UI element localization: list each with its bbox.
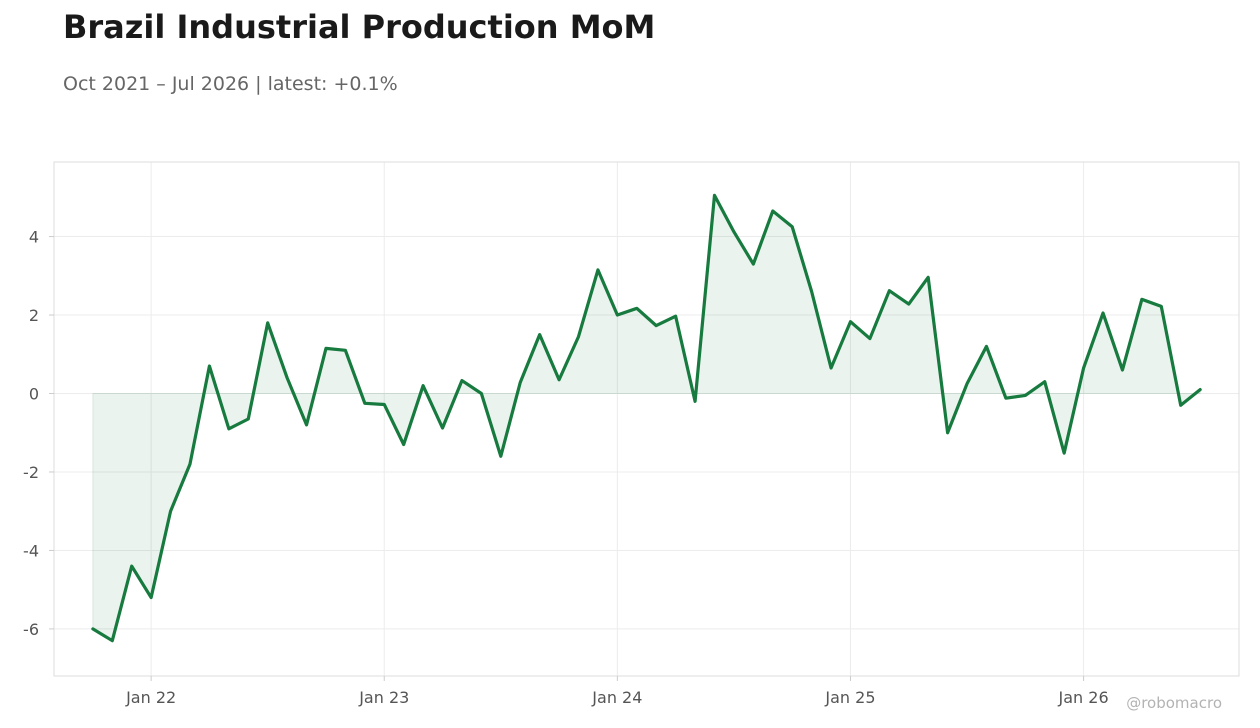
data-point <box>636 307 638 309</box>
y-tick-label: -6 <box>23 620 39 639</box>
data-point <box>966 382 968 384</box>
data-point <box>946 432 948 434</box>
y-tick-label: 4 <box>29 228 39 247</box>
x-tick-label: Jan 23 <box>358 688 409 707</box>
x-tick-label: Jan 24 <box>591 688 642 707</box>
data-point <box>791 226 793 228</box>
watermark: @robomacro <box>1126 694 1222 712</box>
y-tick-label: 2 <box>29 306 39 325</box>
data-point <box>1102 312 1104 314</box>
data-point <box>752 263 754 265</box>
data-point <box>344 349 346 351</box>
data-point <box>655 324 657 326</box>
data-point <box>325 347 327 349</box>
data-point <box>908 303 910 305</box>
series-area-fill <box>92 193 1201 642</box>
data-point <box>694 400 696 402</box>
data-point <box>674 315 676 317</box>
data-point <box>169 510 171 512</box>
data-point <box>616 314 618 316</box>
data-point <box>286 377 288 379</box>
series-line <box>91 193 1202 643</box>
data-point <box>364 402 366 404</box>
data-point <box>1024 394 1026 396</box>
data-point <box>733 231 735 233</box>
data-point <box>150 596 152 598</box>
data-point <box>538 333 540 335</box>
data-point <box>519 381 521 383</box>
data-point <box>1199 388 1201 390</box>
data-point <box>772 210 774 212</box>
x-tick-label: Jan 25 <box>824 688 875 707</box>
y-tick-label: -2 <box>23 463 39 482</box>
data-point <box>266 322 268 324</box>
chart-subtitle: Oct 2021 – Jul 2026 | latest: +0.1% <box>63 73 398 95</box>
series-line-layer <box>91 193 1202 643</box>
x-axis-ticks: Jan 22 Jan 23 Jan 24 Jan 25 Jan 26 <box>125 676 1109 707</box>
data-point <box>830 367 832 369</box>
data-point <box>441 427 443 429</box>
data-point <box>383 403 385 405</box>
data-point <box>810 290 812 292</box>
data-point <box>1160 305 1162 307</box>
data-point <box>1005 397 1007 399</box>
plot-frame-layer <box>53 161 1240 677</box>
data-point <box>422 384 424 386</box>
data-point <box>189 463 191 465</box>
data-point <box>1082 367 1084 369</box>
data-point <box>577 335 579 337</box>
y-tick-label: 0 <box>29 384 39 403</box>
data-point <box>597 269 599 271</box>
grid-lines <box>54 162 1239 676</box>
data-point <box>461 379 463 381</box>
chart-title: Brazil Industrial Production MoM <box>63 8 656 46</box>
plot-frame <box>53 161 1240 677</box>
data-point <box>1044 381 1046 383</box>
data-point <box>131 565 133 567</box>
data-point <box>92 628 94 630</box>
data-point <box>500 455 502 457</box>
data-point <box>228 428 230 430</box>
y-axis-ticks: -6 -4 -2 0 2 4 <box>23 228 54 639</box>
data-point <box>849 320 851 322</box>
data-point <box>869 337 871 339</box>
data-point <box>247 418 249 420</box>
data-point <box>1121 369 1123 371</box>
data-point <box>1063 452 1065 454</box>
data-point <box>208 365 210 367</box>
y-tick-label: -4 <box>23 541 39 560</box>
data-point <box>480 392 482 394</box>
data-point <box>1180 404 1182 406</box>
x-tick-label: Jan 22 <box>125 688 176 707</box>
data-point <box>985 345 987 347</box>
data-point <box>402 443 404 445</box>
data-point <box>713 194 715 196</box>
x-tick-label: Jan 26 <box>1058 688 1109 707</box>
data-point <box>888 290 890 292</box>
data-point <box>558 379 560 381</box>
area-fill-layer <box>92 193 1201 642</box>
data-point <box>1141 298 1143 300</box>
data-point <box>927 276 929 278</box>
data-point <box>111 639 113 641</box>
data-point <box>305 424 307 426</box>
